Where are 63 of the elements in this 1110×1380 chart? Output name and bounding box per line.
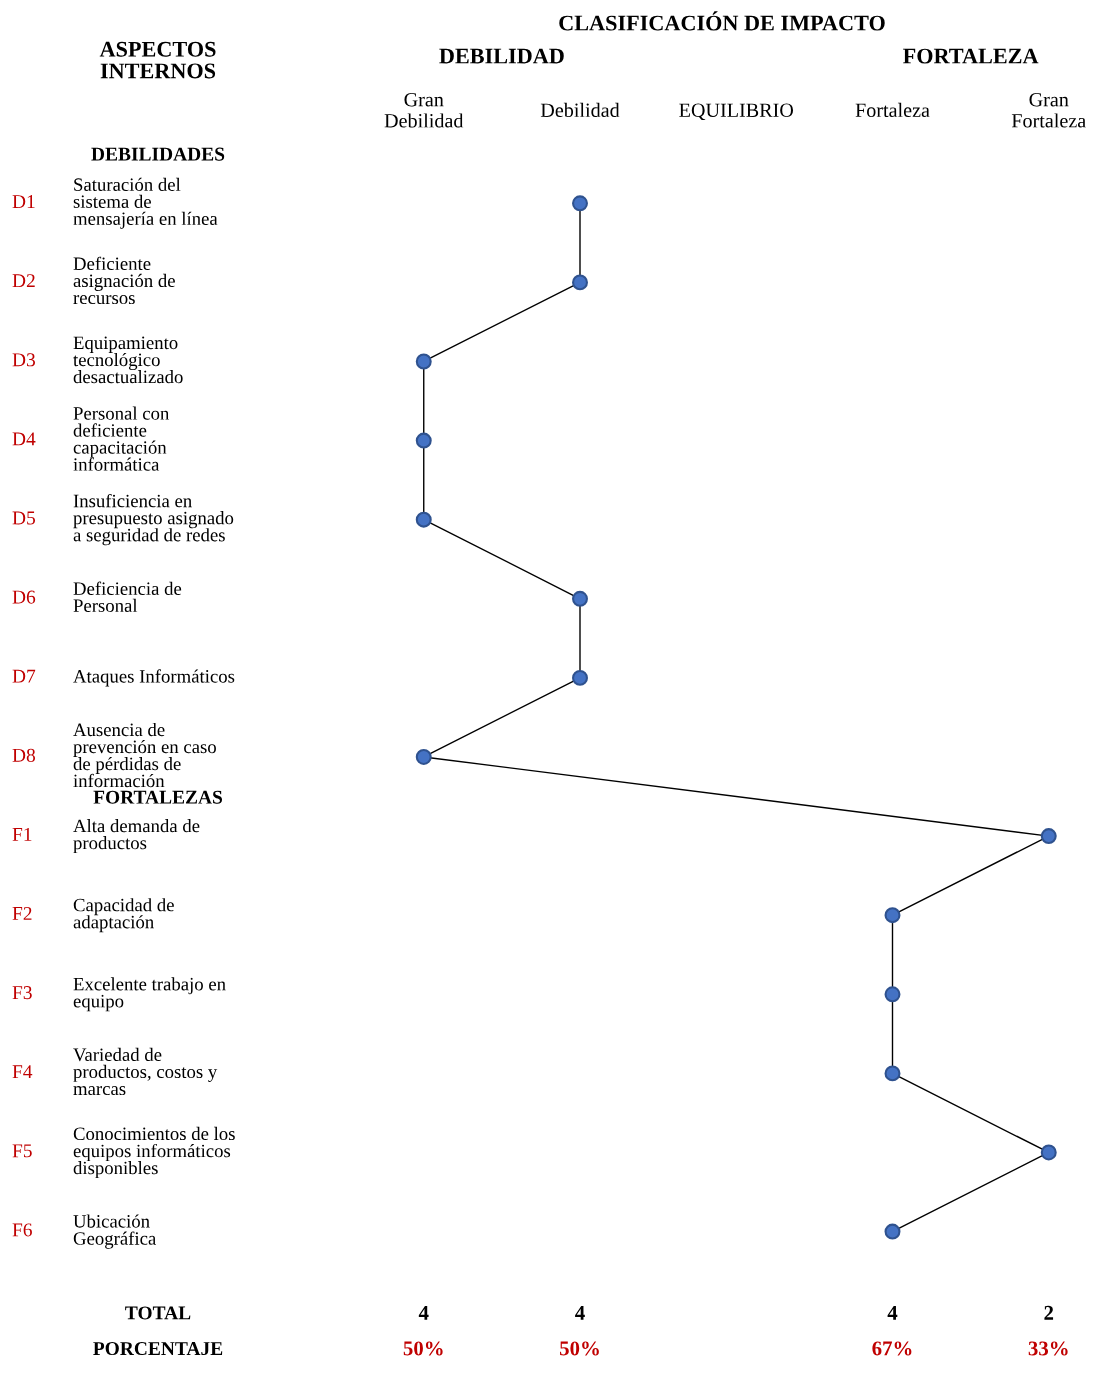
text: 4 <box>418 1305 429 1320</box>
point <box>415 748 432 765</box>
point <box>884 907 901 924</box>
text: 67% <box>872 1341 912 1356</box>
text: Gran Debilidad <box>384 92 464 128</box>
text: 2 <box>1044 1305 1054 1320</box>
y-tick-label: Capacidad de adaptación <box>73 898 174 933</box>
point <box>1040 828 1057 845</box>
text: PORCENTAJE <box>93 1342 223 1356</box>
text: 4 <box>887 1305 898 1320</box>
chart-title: CLASIFICACIÓN DE IMPACTO <box>559 11 885 31</box>
text: F4 <box>12 1065 33 1079</box>
y-tick-label: Deficiencia de Personal <box>73 581 182 612</box>
point <box>572 669 588 686</box>
text: D5 <box>12 511 35 525</box>
point <box>1040 1144 1057 1161</box>
text: D1 <box>12 195 35 208</box>
point <box>884 1065 901 1082</box>
y-axis-title: ASPECTOS INTERNOS <box>99 41 216 79</box>
point <box>884 986 901 1003</box>
text: D4 <box>12 432 36 446</box>
point <box>572 195 588 212</box>
y-tick-label: Personal con deficiente capacitación informática <box>73 406 170 471</box>
text: 50% <box>560 1341 599 1356</box>
text: FORTALEZAS <box>93 790 223 804</box>
y-tick-label: Variedad de productos, costos y marcas <box>73 1047 218 1096</box>
text: D8 <box>12 748 36 762</box>
text: 50% <box>403 1341 443 1356</box>
text: F3 <box>12 986 32 1000</box>
y-tick-label: Insuficiencia en presupuesto asignado a seguridad de redes <box>73 493 234 546</box>
text: F6 <box>12 1223 32 1237</box>
point <box>572 274 588 291</box>
y-tick-label: Equipamiento tecnológico desactualizado <box>73 336 183 384</box>
y-tick-label: Ataques Informáticos <box>73 669 235 687</box>
point <box>415 432 432 449</box>
text: TOTAL <box>125 1306 191 1320</box>
y-tick-label: Saturación del sistema de mensajería en línea <box>73 177 218 229</box>
point <box>415 511 432 528</box>
text: D2 <box>12 274 35 288</box>
text: D6 <box>12 590 36 604</box>
text: F2 <box>12 906 32 920</box>
text: F5 <box>12 1144 32 1158</box>
text: FORTALEZA <box>903 48 1039 64</box>
text: EQUILIBRIO <box>679 103 794 121</box>
y-tick-label: Excelente trabajo en equipo <box>73 977 226 1012</box>
text: Fortaleza <box>855 102 930 118</box>
y-tick-label: Alta demanda de productos <box>73 819 200 854</box>
text: DEBILIDADES <box>91 147 225 161</box>
text: 4 <box>575 1305 585 1320</box>
y-tick-label: Ubicación Geográfica <box>73 1214 157 1249</box>
text: D7 <box>12 669 36 683</box>
text: DEBILIDAD <box>439 48 564 64</box>
point <box>415 353 432 370</box>
point <box>884 1223 901 1240</box>
text: Gran Fortaleza <box>1011 92 1086 128</box>
text: 33% <box>1028 1341 1068 1356</box>
point <box>572 590 588 607</box>
text: Debilidad <box>540 102 620 118</box>
text: D3 <box>12 353 35 367</box>
text: F1 <box>12 827 32 841</box>
y-tick-label: Conocimientos de los equipos informáticos disponibles <box>73 1126 235 1179</box>
y-tick-label: Deficiente asignación de recursos <box>73 256 175 305</box>
y-tick-label: Ausencia de prevención en caso de pérdidas de información <box>73 722 216 788</box>
